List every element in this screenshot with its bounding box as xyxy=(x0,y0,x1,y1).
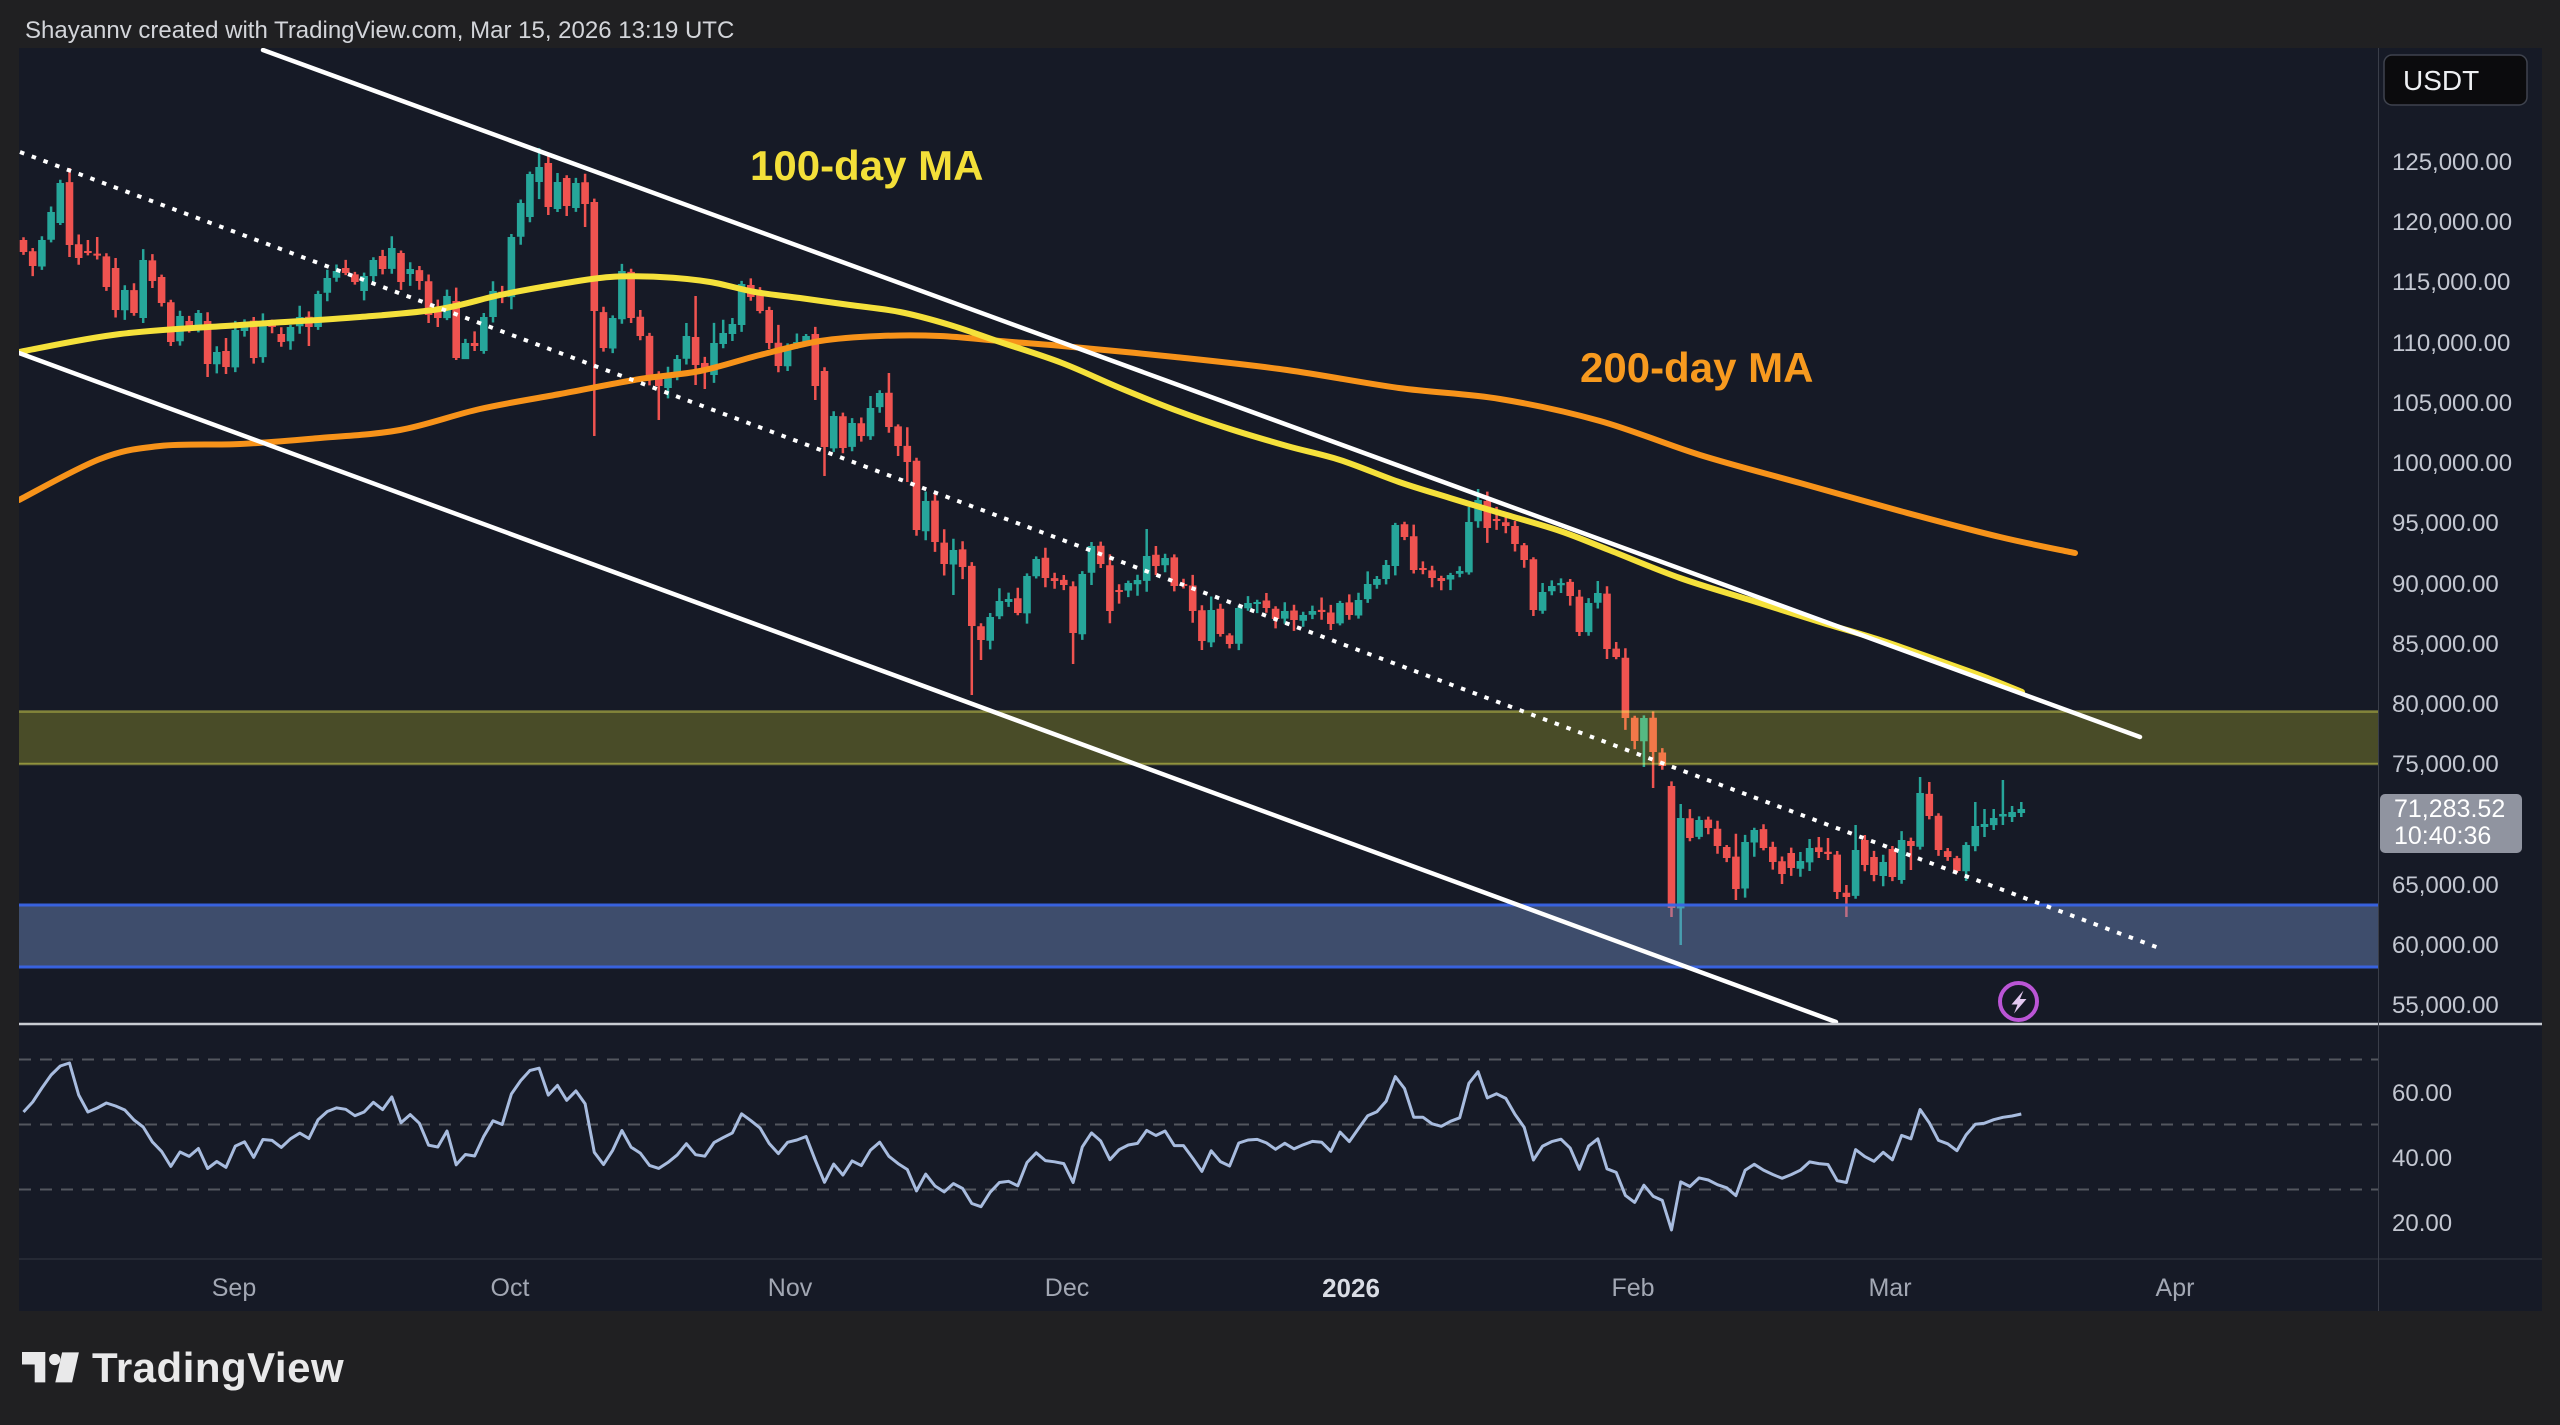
svg-text:100,000.00: 100,000.00 xyxy=(2392,450,2512,477)
svg-text:Shayannv created with TradingV: Shayannv created with TradingView.com, M… xyxy=(25,17,734,44)
svg-text:115,000.00: 115,000.00 xyxy=(2392,269,2510,296)
svg-text:Apr: Apr xyxy=(2156,1274,2195,1302)
svg-text:Mar: Mar xyxy=(1868,1274,1911,1302)
svg-text:65,000.00: 65,000.00 xyxy=(2392,872,2499,899)
svg-text:95,000.00: 95,000.00 xyxy=(2392,510,2499,537)
svg-text:71,283.52: 71,283.52 xyxy=(2394,795,2505,823)
svg-text:105,000.00: 105,000.00 xyxy=(2392,390,2512,417)
svg-text:60.00: 60.00 xyxy=(2392,1080,2452,1107)
svg-text:Nov: Nov xyxy=(768,1274,813,1302)
svg-text:2026: 2026 xyxy=(1322,1273,1380,1303)
svg-text:40.00: 40.00 xyxy=(2392,1145,2452,1172)
svg-text:Dec: Dec xyxy=(1045,1274,1089,1302)
svg-text:55,000.00: 55,000.00 xyxy=(2392,992,2499,1019)
svg-text:80,000.00: 80,000.00 xyxy=(2392,691,2499,718)
svg-text:Sep: Sep xyxy=(212,1274,256,1302)
svg-text:200-day MA: 200-day MA xyxy=(1580,344,1813,391)
svg-text:Oct: Oct xyxy=(491,1274,530,1302)
svg-text:10:40:36: 10:40:36 xyxy=(2394,822,2491,850)
svg-text:120,000.00: 120,000.00 xyxy=(2392,209,2512,236)
svg-text:60,000.00: 60,000.00 xyxy=(2392,932,2499,959)
svg-text:Feb: Feb xyxy=(1611,1274,1654,1302)
svg-text:90,000.00: 90,000.00 xyxy=(2392,571,2499,598)
svg-text:100-day MA: 100-day MA xyxy=(750,142,983,189)
svg-text:TradingView: TradingView xyxy=(92,1344,344,1391)
svg-text:125,000.00: 125,000.00 xyxy=(2392,149,2512,176)
svg-text:20.00: 20.00 xyxy=(2392,1210,2452,1237)
svg-text:USDT: USDT xyxy=(2403,65,2479,96)
svg-text:75,000.00: 75,000.00 xyxy=(2392,751,2499,778)
svg-text:85,000.00: 85,000.00 xyxy=(2392,631,2499,658)
svg-text:110,000.00: 110,000.00 xyxy=(2392,330,2510,357)
